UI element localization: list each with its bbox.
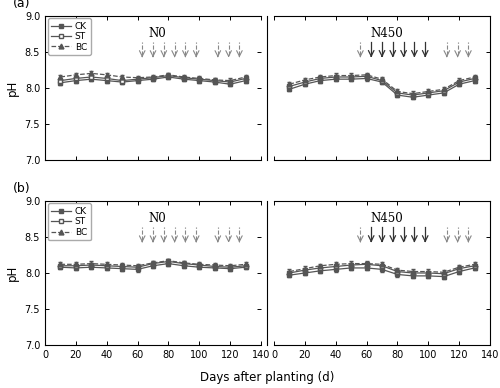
Legend: CK, ST, BC: CK, ST, BC xyxy=(48,18,90,55)
Text: (a): (a) xyxy=(12,0,30,10)
Text: Days after planting (d): Days after planting (d) xyxy=(200,371,334,384)
Legend: CK, ST, BC: CK, ST, BC xyxy=(48,203,90,240)
Text: N450: N450 xyxy=(370,27,402,40)
Y-axis label: pH: pH xyxy=(6,80,19,96)
Text: (b): (b) xyxy=(12,182,30,195)
Y-axis label: pH: pH xyxy=(6,265,19,281)
Text: N0: N0 xyxy=(148,27,166,40)
Text: N450: N450 xyxy=(370,212,402,225)
Text: N0: N0 xyxy=(148,212,166,225)
